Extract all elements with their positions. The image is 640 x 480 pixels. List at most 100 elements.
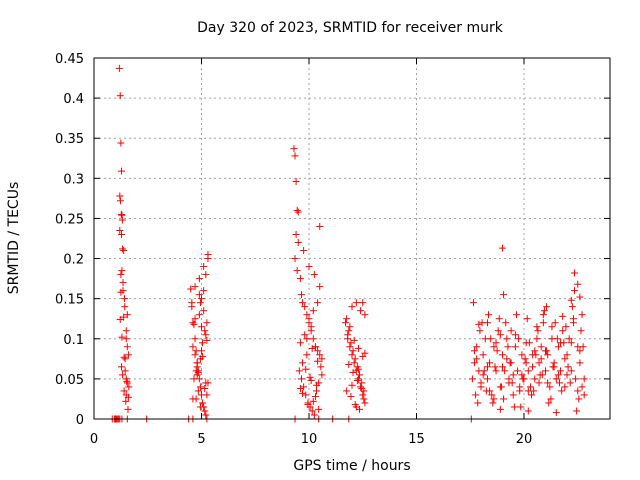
data-point <box>497 383 505 391</box>
data-point <box>345 360 353 368</box>
data-point <box>580 391 588 399</box>
data-point <box>507 327 515 335</box>
data-point <box>576 359 584 367</box>
data-point <box>354 365 362 373</box>
y-tick-label: 0 <box>76 413 84 428</box>
data-point <box>518 371 526 379</box>
data-point <box>190 375 198 383</box>
data-point <box>347 393 355 401</box>
data-point <box>531 375 539 383</box>
x-tick-label: 0 <box>90 432 98 447</box>
data-point <box>199 339 207 347</box>
data-point <box>517 403 525 411</box>
data-point <box>296 339 304 347</box>
data-point <box>361 311 369 319</box>
data-point <box>540 307 548 315</box>
data-point <box>546 383 554 391</box>
data-point <box>200 263 208 271</box>
data-point <box>188 303 196 311</box>
data-point <box>348 351 356 359</box>
data-point <box>294 239 302 247</box>
data-point <box>352 403 360 411</box>
data-point <box>294 208 302 216</box>
data-point <box>303 351 311 359</box>
grid-lines <box>94 58 610 419</box>
data-point <box>203 336 211 344</box>
data-point <box>292 230 300 238</box>
data-point <box>303 335 311 343</box>
data-point <box>121 303 129 311</box>
data-point <box>565 335 573 343</box>
data-point <box>542 347 549 355</box>
data-point <box>557 339 565 347</box>
data-point <box>356 371 364 379</box>
data-point <box>495 315 503 323</box>
data-point <box>354 375 362 383</box>
data-point <box>534 327 542 335</box>
data-point <box>292 178 300 186</box>
data-point <box>511 331 519 339</box>
data-point <box>200 287 208 295</box>
data-point <box>524 387 532 395</box>
data-point <box>202 271 210 279</box>
data-point <box>318 355 326 363</box>
data-point <box>496 331 504 339</box>
data-point <box>500 291 508 299</box>
x-tick-label: 20 <box>516 432 533 447</box>
data-point <box>510 403 518 411</box>
data-point <box>349 368 357 376</box>
data-point <box>483 375 491 383</box>
data-point <box>515 335 523 343</box>
data-point <box>505 379 513 387</box>
data-point <box>554 371 562 379</box>
data-point <box>573 407 581 415</box>
data-point <box>509 391 517 399</box>
data-point <box>189 343 197 351</box>
data-point <box>118 230 126 238</box>
data-point <box>535 379 543 387</box>
data-point <box>119 245 127 253</box>
data-point <box>471 359 479 367</box>
data-point <box>120 247 128 255</box>
y-tick-label: 0.35 <box>55 132 84 147</box>
data-point <box>529 363 537 371</box>
data-point <box>359 299 367 307</box>
y-tick-label: 0.4 <box>63 92 84 107</box>
data-point <box>475 320 483 328</box>
data-point <box>300 383 308 391</box>
data-point <box>302 391 310 399</box>
data-point <box>121 367 129 375</box>
data-point <box>522 339 530 347</box>
data-point <box>557 367 565 375</box>
data-point <box>473 343 481 351</box>
data-point <box>304 401 312 409</box>
data-point <box>309 335 317 343</box>
axis-ticks: 0 0.05 0.1 0.15 0.2 0.25 0.3 0.35 0.4 0.45 0 5 10 15 2… <box>55 52 610 447</box>
data-point <box>308 407 316 415</box>
data-point <box>317 363 325 371</box>
data-point <box>503 355 511 363</box>
data-point <box>490 395 498 403</box>
data-point <box>571 269 579 277</box>
data-point <box>558 387 566 395</box>
data-point <box>305 263 313 271</box>
data-point <box>500 395 508 403</box>
data-point <box>358 385 366 393</box>
data-point <box>318 371 326 379</box>
data-point <box>516 387 524 395</box>
data-point <box>198 295 205 303</box>
data-point <box>492 339 500 347</box>
data-point <box>203 319 211 327</box>
data-point <box>199 352 207 360</box>
data-point <box>346 323 354 331</box>
data-point <box>526 383 534 391</box>
x-tick-label: 5 <box>197 432 205 447</box>
data-point <box>299 389 307 397</box>
data-point <box>196 383 204 391</box>
data-point <box>544 379 552 387</box>
data-point <box>301 303 309 311</box>
data-point <box>125 383 133 391</box>
data-point <box>124 351 132 359</box>
data-point <box>202 379 210 387</box>
data-point <box>315 405 323 413</box>
